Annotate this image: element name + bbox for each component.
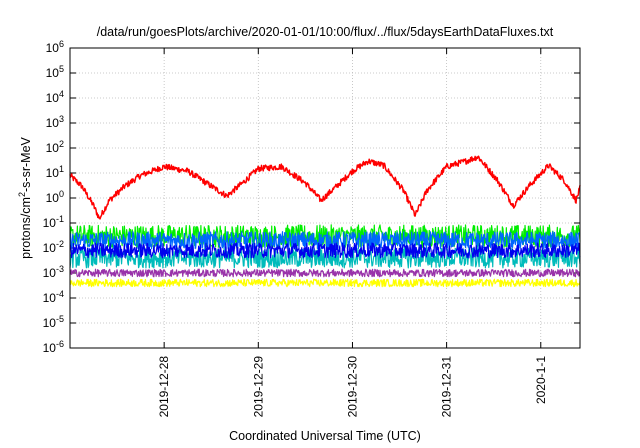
y-tick-label-exp: -2 xyxy=(56,239,64,249)
series-line-6 xyxy=(69,268,581,278)
y-grid xyxy=(70,47,580,349)
y-tick-label-exp: 6 xyxy=(59,39,64,49)
x-tick-label: 2019-12-30 xyxy=(345,356,359,418)
y-tick-label-exp: 0 xyxy=(59,189,64,199)
y-tick-label-base: 10 xyxy=(43,291,57,305)
y-axis-label: protons/cm2-s-sr-MeV xyxy=(17,136,33,258)
plot-frame xyxy=(69,47,581,349)
x-tick-label: 2019-12-29 xyxy=(251,356,265,418)
y-tick-label: 106 xyxy=(46,39,64,55)
y-tick-label-exp: 1 xyxy=(59,164,64,174)
series-line-1 xyxy=(69,155,581,220)
y-tick-label-base: 10 xyxy=(43,216,57,230)
y-tick-label-exp: -3 xyxy=(56,264,64,274)
series-group xyxy=(69,155,581,288)
y-tick-label-exp: -6 xyxy=(56,339,64,349)
y-tick-label: 102 xyxy=(46,139,64,155)
y-tick-labels: 10-610-510-410-310-210-11001011021031041… xyxy=(43,39,64,355)
y-tick-label-base: 10 xyxy=(46,191,60,205)
y-tick-label-base: 10 xyxy=(43,341,57,355)
series-line-5 xyxy=(69,242,581,259)
y-tick-label: 10-4 xyxy=(43,289,64,305)
y-tick-label: 10-6 xyxy=(43,339,64,355)
y-tick-label-base: 10 xyxy=(43,241,57,255)
x-tick-label: 2020-1-1 xyxy=(534,356,548,404)
y-axis-label-base: protons/cm xyxy=(19,197,33,259)
series-line-3 xyxy=(69,231,581,250)
y-axis-label-rest: -s-sr-MeV xyxy=(19,136,33,192)
y-tick-label: 104 xyxy=(46,89,64,105)
y-tick-label-exp: 2 xyxy=(59,139,64,149)
y-tick-label-base: 10 xyxy=(46,91,60,105)
y-tick-label: 10-5 xyxy=(43,314,64,330)
series-line-2 xyxy=(69,224,581,248)
y-tick-label-exp: -5 xyxy=(56,314,64,324)
y-tick-label-exp: -1 xyxy=(56,214,64,224)
y-tick-label-exp: 3 xyxy=(59,114,64,124)
y-tick-label-exp: 4 xyxy=(59,89,64,99)
y-tick-label-exp: -4 xyxy=(56,289,64,299)
x-grid xyxy=(163,48,542,348)
chart-title: /data/run/goesPlots/archive/2020-01-01/1… xyxy=(97,25,554,39)
y-tick-label-base: 10 xyxy=(46,166,60,180)
y-tick-label-base: 10 xyxy=(46,116,60,130)
y-tick-label-base: 10 xyxy=(46,141,60,155)
y-tick-label-exp: 5 xyxy=(59,64,64,74)
y-axis-label-sup: 2 xyxy=(17,192,27,197)
x-tick-label: 2019-12-28 xyxy=(157,356,171,418)
x-tick-labels: 2019-12-28 2019-12-29 2019-12-30 2019-12-31… xyxy=(157,356,548,418)
y-tick-label-base: 10 xyxy=(46,41,60,55)
y-tick-label-base: 10 xyxy=(43,316,57,330)
y-tick-label: 100 xyxy=(46,189,64,205)
y-tick-label: 101 xyxy=(46,164,64,180)
series-line-7 xyxy=(69,278,581,288)
y-tick-label: 10-3 xyxy=(43,264,64,280)
y-tick-label: 10-1 xyxy=(43,214,64,230)
x-axis-label: Coordinated Universal Time (UTC) xyxy=(229,429,421,443)
y-tick-label: 105 xyxy=(46,64,64,80)
y-tick-label: 10-2 xyxy=(43,239,64,255)
y-tick-label-base: 10 xyxy=(43,266,57,280)
y-tick-label-base: 10 xyxy=(46,66,60,80)
x-tick-label: 2019-12-31 xyxy=(440,356,454,418)
y-tick-label: 103 xyxy=(46,114,64,130)
